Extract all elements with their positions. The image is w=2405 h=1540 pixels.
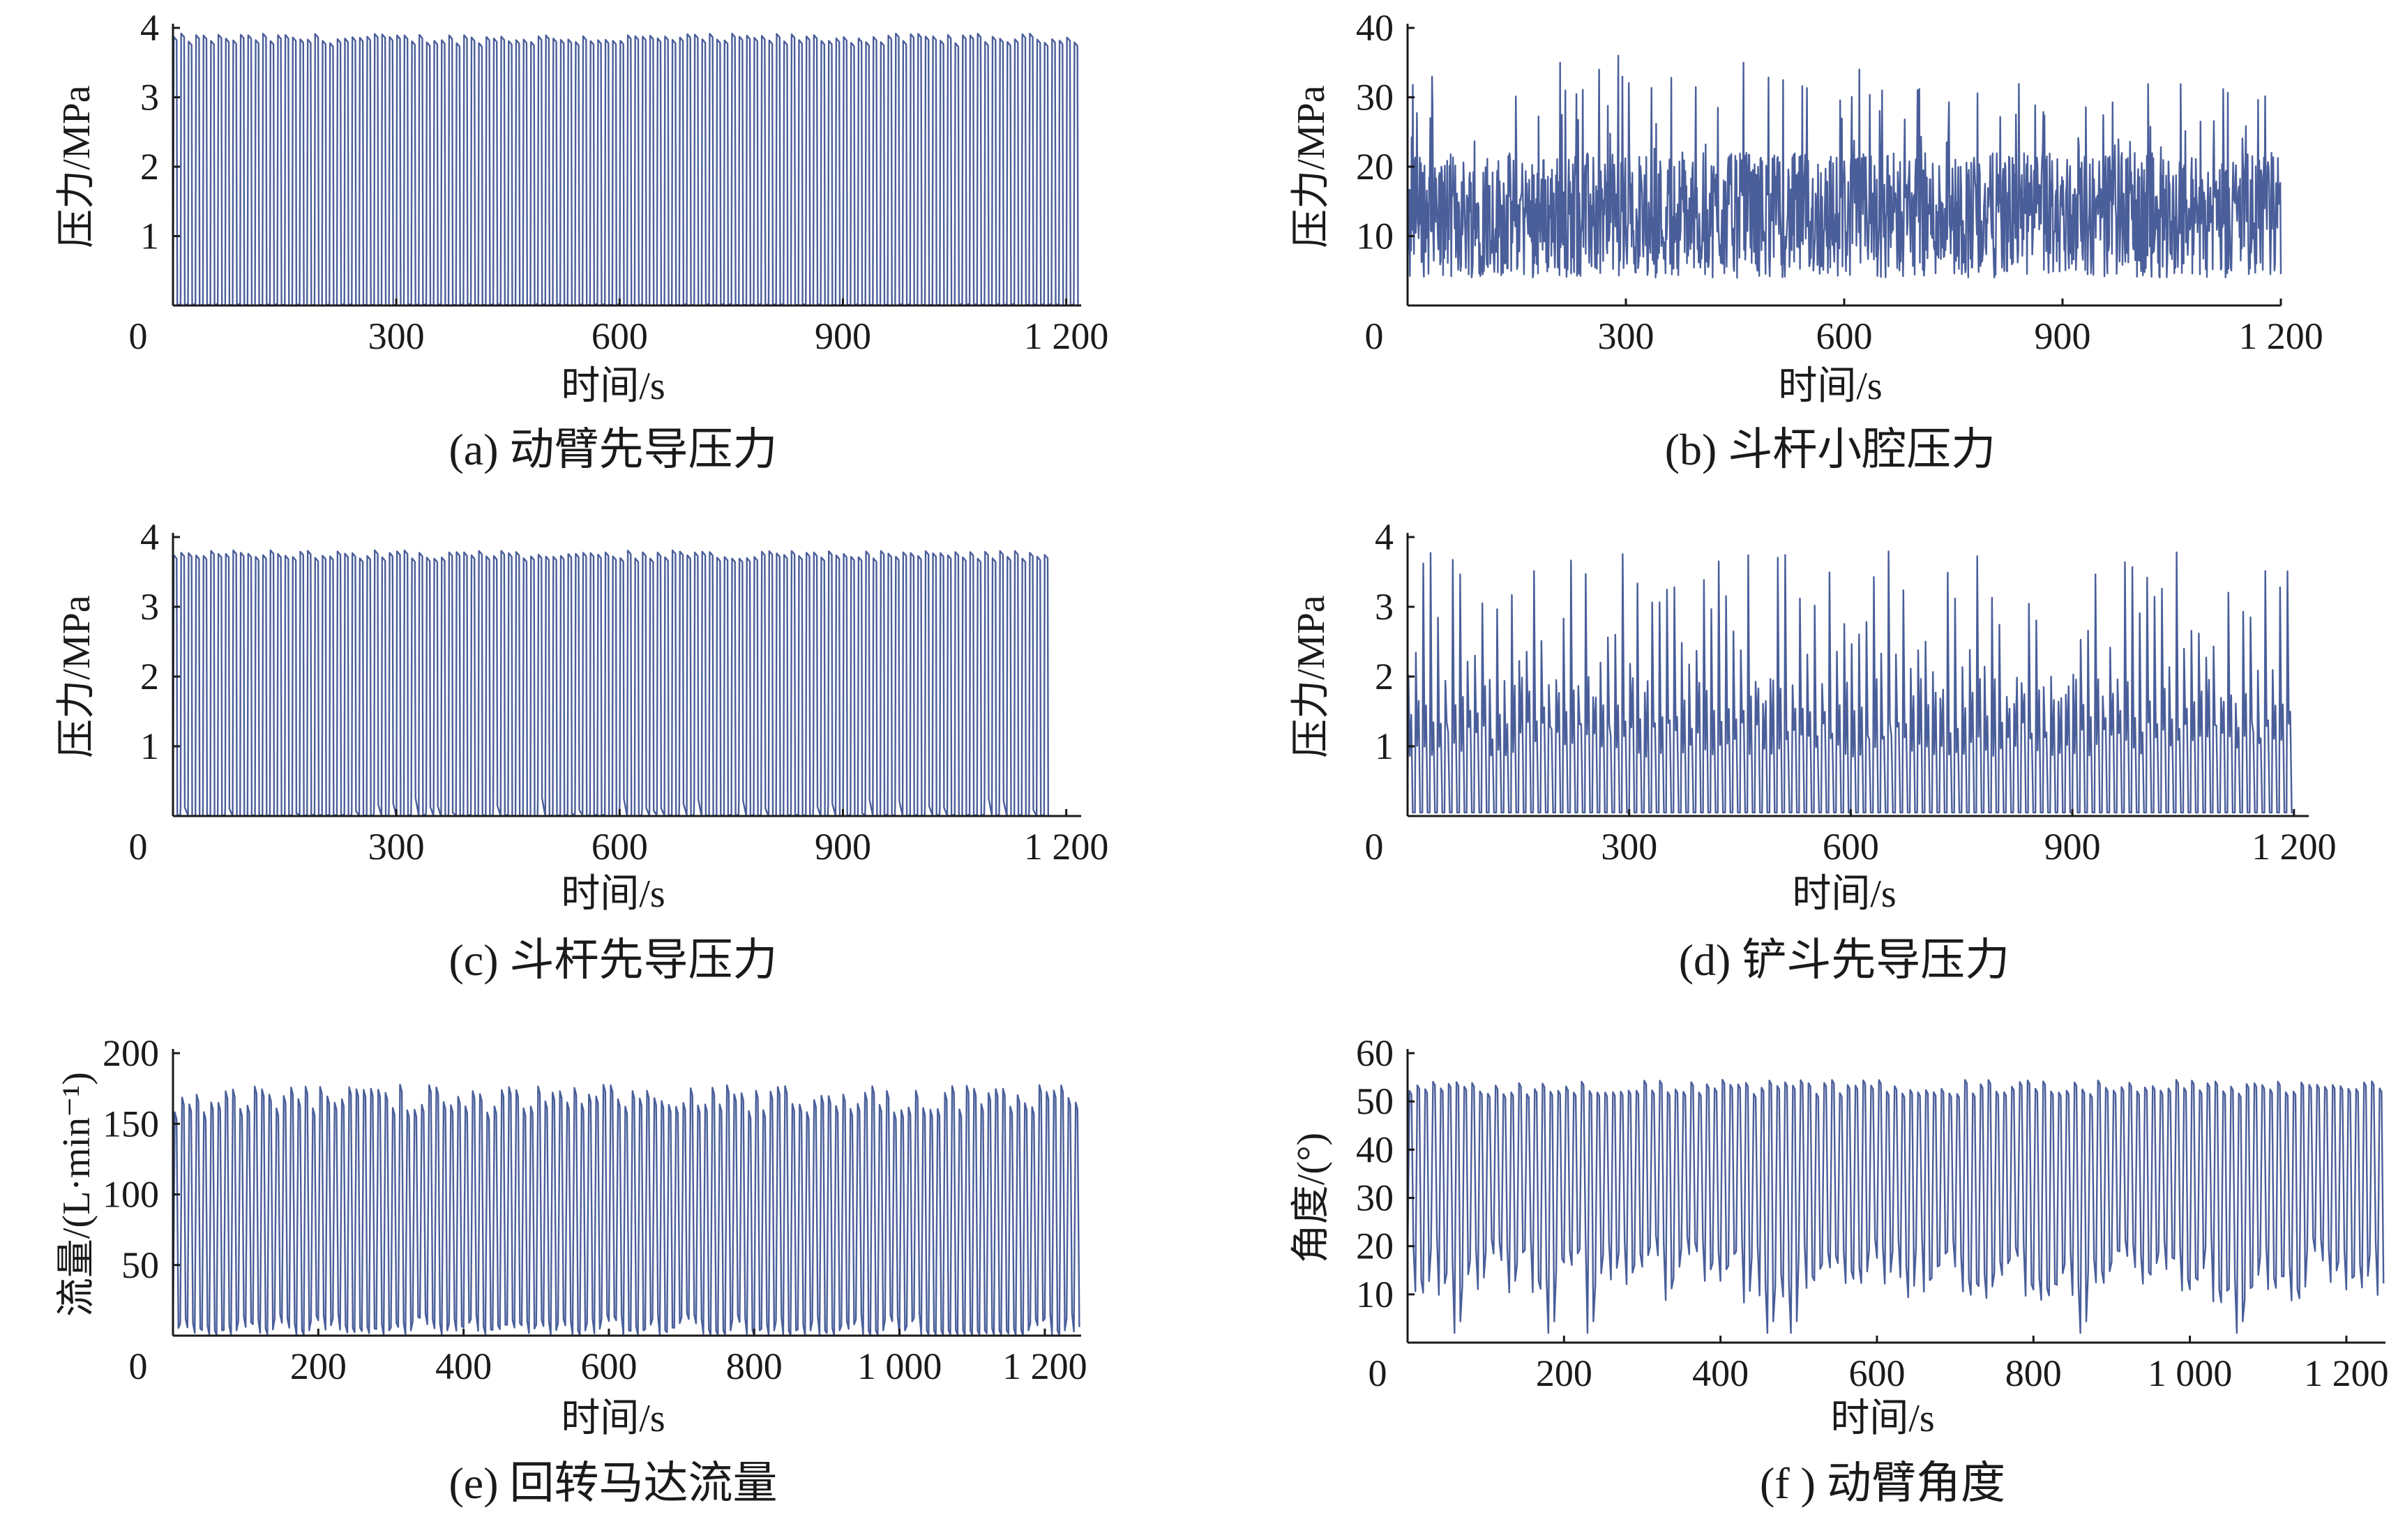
x-tick-label-d: 300	[1601, 826, 1657, 868]
series-line-f	[1406, 1078, 2385, 1334]
y-tick-label-b: 10	[1356, 216, 1394, 257]
panel-caption-a: (a) 动臂先导压力	[448, 425, 777, 474]
series-line-d	[1406, 550, 2294, 814]
y-axis-label-d: 压力/MPa	[1290, 595, 1333, 757]
y-tick-label-f: 10	[1356, 1274, 1394, 1315]
y-tick-label-e: 100	[103, 1174, 159, 1216]
x-tick-label-c: 300	[368, 826, 425, 868]
x-tick-label-c: 1 200	[1024, 826, 1109, 868]
x-axis-label-f: 时间/s	[1830, 1397, 1934, 1440]
x-tick-label-f: 600	[1848, 1352, 1905, 1394]
x-tick-label-d: 900	[2044, 826, 2101, 868]
y-tick-label-e: 50	[121, 1244, 159, 1286]
y-tick-label-d: 1	[1375, 725, 1394, 767]
y-tick-label-e: 150	[103, 1103, 159, 1145]
y-axis-label-f: 角度/(°)	[1290, 1133, 1333, 1263]
y-tick-label-f: 50	[1356, 1080, 1394, 1122]
panel-caption-d: (d) 铲斗先导压力	[1679, 935, 2010, 985]
y-tick-label-f: 40	[1356, 1128, 1394, 1170]
x-tick-label-a: 600	[591, 315, 648, 357]
series-line-c	[172, 549, 1052, 817]
y-tick-label-e: 200	[103, 1032, 159, 1074]
x-axis-label-c: 时间/s	[561, 873, 665, 916]
y-tick-label-a: 3	[140, 77, 159, 119]
y-axis-label-e: 流量/(L·min⁻¹)	[55, 1072, 98, 1317]
x-axis-label-b: 时间/s	[1778, 365, 1882, 408]
y-tick-label-d: 2	[1375, 656, 1394, 697]
y-tick-label-c: 3	[140, 586, 159, 628]
series-line-b	[1406, 54, 2282, 279]
panel-caption-e: (e) 回转马达流量	[448, 1458, 777, 1508]
x-tick-label-e: 0	[129, 1345, 148, 1387]
x-tick-label-b: 1 200	[2238, 315, 2323, 357]
x-tick-label-b: 0	[1365, 315, 1384, 357]
y-tick-label-c: 4	[140, 516, 159, 558]
x-tick-label-f: 1 200	[2304, 1352, 2389, 1394]
x-tick-label-c: 0	[129, 826, 148, 868]
y-tick-label-b: 30	[1356, 77, 1394, 119]
panel-d: 1 2 3 4 0 300 600 900 1 200 时间/s 压力/MPa (d) 铲斗先导压力	[1290, 516, 2337, 985]
y-tick-label-f: 20	[1356, 1225, 1394, 1267]
y-tick-label-c: 2	[140, 656, 159, 697]
panel-e: 50 100 150 200 0 200 400 600 800 1 000 1 200 时间/s 流量…	[55, 1032, 1087, 1508]
x-tick-label-b: 300	[1598, 315, 1654, 357]
x-tick-label-c: 600	[591, 826, 648, 868]
x-tick-label-e: 1 000	[857, 1345, 942, 1387]
x-tick-label-f: 400	[1692, 1352, 1749, 1394]
x-tick-label-a: 1 200	[1024, 315, 1109, 357]
x-tick-label-d: 600	[1823, 826, 1879, 868]
y-tick-label-a: 4	[140, 7, 159, 49]
series-line-e	[172, 1083, 1080, 1336]
x-tick-label-a: 300	[368, 315, 425, 357]
y-tick-label-c: 1	[140, 725, 159, 767]
y-tick-label-a: 1	[140, 216, 159, 257]
x-tick-label-e: 600	[580, 1345, 637, 1387]
x-tick-label-a: 900	[815, 315, 871, 357]
y-tick-label-f: 30	[1356, 1177, 1394, 1219]
y-axis-label-c: 压力/MPa	[55, 595, 98, 757]
x-tick-label-e: 400	[435, 1345, 492, 1387]
x-tick-label-b: 600	[1816, 315, 1873, 357]
panel-caption-b: (b) 斗杆小腔压力	[1665, 425, 1996, 474]
x-tick-label-a: 0	[129, 315, 148, 357]
y-tick-label-b: 20	[1356, 146, 1394, 188]
y-tick-label-f: 60	[1356, 1032, 1394, 1074]
y-tick-label-d: 3	[1375, 586, 1394, 628]
y-tick-label-a: 2	[140, 146, 159, 188]
x-tick-label-e: 800	[726, 1345, 783, 1387]
x-tick-label-d: 1 200	[2252, 826, 2337, 868]
y-tick-label-b: 40	[1356, 7, 1394, 49]
y-axis-label-a: 压力/MPa	[55, 85, 98, 248]
x-tick-label-f: 200	[1536, 1352, 1592, 1394]
panel-a: 1 2 3 4 0 300 600 900 1 200 时间/s 压力/MPa (a) 动臂先导压力	[55, 7, 1108, 474]
panel-c: 1 2 3 4 0 300 600 900 1 200 时间/s 压力/MPa (c) 斗杆先导压力	[55, 516, 1108, 985]
x-tick-label-f: 0	[1369, 1352, 1387, 1394]
y-tick-label-d: 4	[1375, 516, 1394, 558]
x-tick-label-f: 1 000	[2148, 1352, 2233, 1394]
y-axis-label-b: 压力/MPa	[1290, 85, 1333, 248]
x-axis-label-d: 时间/s	[1792, 873, 1896, 916]
panel-b: 10 20 30 40 0 300 600 900 1 200 时间/s 压力/MPa (b) 斗杆小…	[1290, 7, 2323, 474]
x-axis-label-a: 时间/s	[561, 365, 665, 408]
x-tick-label-c: 900	[815, 826, 871, 868]
panel-caption-c: (c) 斗杆先导压力	[448, 935, 777, 985]
x-axis-label-e: 时间/s	[561, 1397, 665, 1440]
series-line-a	[172, 32, 1082, 307]
x-tick-label-e: 1 200	[1002, 1345, 1087, 1387]
x-tick-label-d: 0	[1365, 826, 1384, 868]
x-tick-label-e: 200	[290, 1345, 347, 1387]
x-tick-label-b: 900	[2035, 315, 2091, 357]
panel-caption-f: (f ) 动臂角度	[1760, 1458, 2005, 1508]
x-tick-label-f: 800	[2005, 1352, 2062, 1394]
